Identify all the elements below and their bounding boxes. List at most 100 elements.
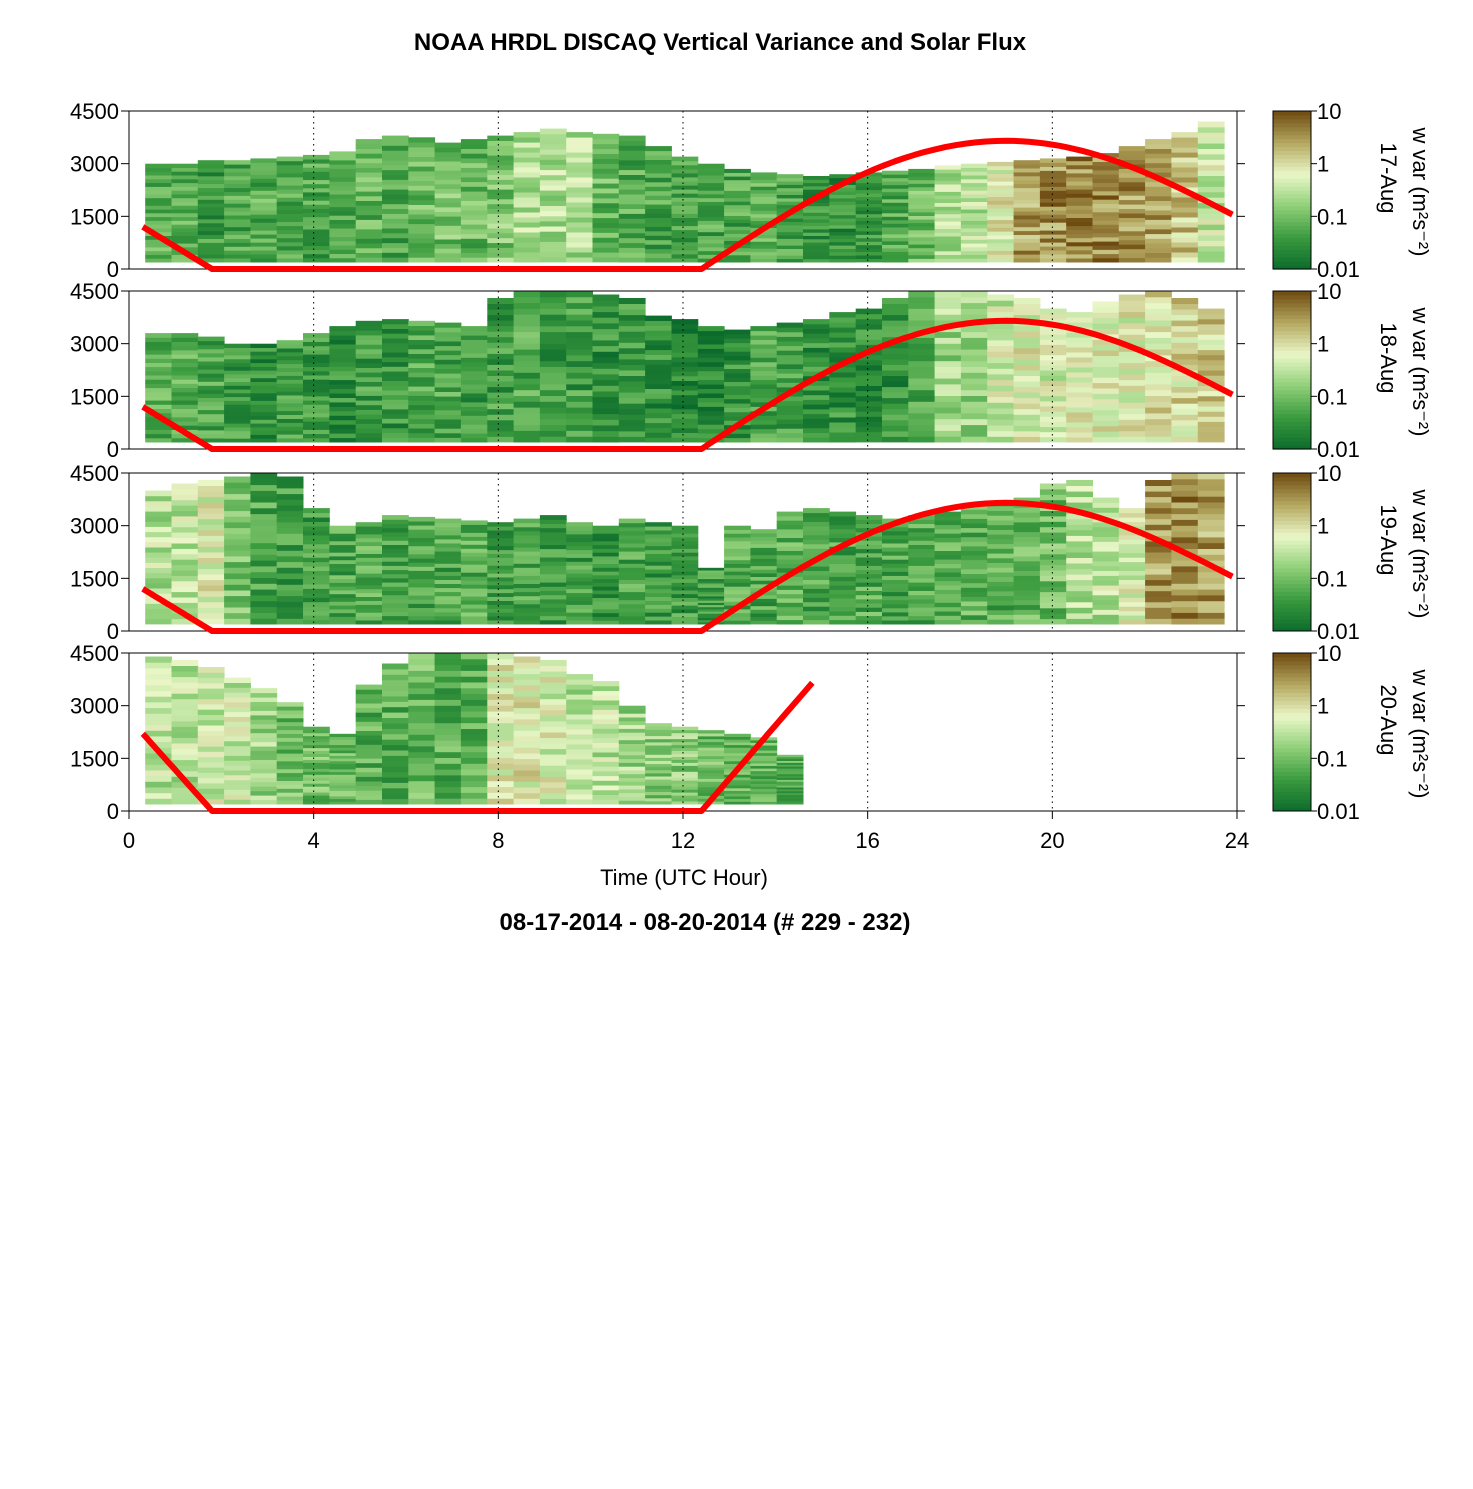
heatmap-cell [539,236,567,242]
heatmap-cell [408,386,436,392]
heatmap-cell [1092,339,1120,346]
heatmap-cell [303,220,330,226]
heatmap-cell [382,701,409,708]
colorbar-segment [1273,653,1311,658]
heatmap-cell [776,563,804,569]
heatmap-cell [882,534,909,540]
heatmap-cell [224,493,251,500]
heatmap-cell [250,202,278,207]
heatmap-cell [539,607,567,612]
heatmap-cell [197,618,225,625]
heatmap-cell [329,375,357,381]
heatmap-cell [513,696,541,703]
heatmap-cell [960,614,988,620]
heatmap-cell [803,583,830,589]
colorbar-segment [1273,548,1311,553]
heatmap-cell [1013,218,1041,224]
heatmap-cell [303,512,330,518]
heatmap-cell [960,587,988,593]
heatmap-cell [382,413,409,419]
heatmap-cell [487,588,515,594]
heatmap-cell [224,396,251,401]
heatmap-cell [303,245,330,251]
heatmap-cell [882,386,909,393]
heatmap-cell [592,605,620,610]
heatmap-cell [960,383,988,391]
heatmap-cell [855,359,883,366]
heatmap-cell [934,291,962,298]
heatmap-cell [382,690,409,697]
heatmap-cell [250,513,278,520]
heatmap-cell [408,418,436,424]
heatmap-cell [592,396,620,403]
heatmap-cell [934,314,962,321]
heatmap-cell [382,323,409,329]
heatmap-cell [829,245,857,249]
heatmap-cell [487,740,515,747]
heatmap-cell [776,528,804,534]
heatmap-cell [434,377,462,383]
heatmap-cell [250,358,278,364]
heatmap-cell [303,433,330,439]
heatmap-cell [513,603,541,609]
heatmap-cell [1197,349,1225,356]
heatmap-cell [1145,158,1172,164]
heatmap-cell [645,177,672,183]
heatmap-cell [382,140,409,146]
heatmap-cell [697,361,725,367]
heatmap-cell [303,425,330,430]
heatmap-cell [1145,424,1172,431]
heatmap-cell [750,231,778,235]
heatmap-cell [487,375,515,382]
heatmap-cell [1013,250,1041,255]
heatmap-cell [566,383,593,391]
heatmap-cell [1066,563,1093,570]
heatmap-cell [829,312,857,318]
heatmap-cell [197,164,225,169]
heatmap-cell [329,361,357,367]
heatmap-cell [382,573,409,579]
heatmap-cell [592,616,620,621]
heatmap-cell [382,404,409,410]
heatmap-cell [1145,366,1172,373]
heatmap-cell [1171,507,1199,515]
heatmap-cell [566,162,593,168]
heatmap-cell [987,548,1014,554]
heatmap-cell [539,424,567,431]
heatmap-cell [776,191,804,195]
heatmap-cell [566,565,593,570]
heatmap-cell [618,713,646,718]
heatmap-cell [724,544,751,549]
heatmap-cell [750,616,778,621]
heatmap-cell [671,582,699,587]
heatmap-cell [408,664,436,671]
heatmap-cell [145,201,172,206]
heatmap-cell [960,243,988,248]
heatmap-cell [303,753,330,757]
heatmap-cell [750,348,778,354]
heatmap-cell [1039,553,1067,560]
heatmap-cell [697,752,725,757]
heatmap-cell [1171,430,1199,437]
heatmap-cell [855,421,883,428]
heatmap-cell [750,352,778,358]
heatmap-cell [776,585,804,590]
heatmap-cell [382,198,409,205]
heatmap-cell [1171,132,1199,138]
heatmap-cell [1118,385,1146,392]
heatmap-cell [539,360,567,367]
heatmap-cell [171,515,199,522]
heatmap-cell [618,358,646,365]
heatmap-cell [513,571,541,576]
heatmap-cell [908,569,936,575]
heatmap-cell [1145,395,1172,402]
heatmap-cell [171,216,199,221]
heatmap-cell [197,183,225,189]
heatmap-cell [1197,385,1225,392]
heatmap-cell [487,257,515,263]
heatmap-cell [1013,560,1041,567]
heatmap-cell [697,608,725,612]
heatmap-cell [750,175,778,180]
heatmap-cell [1197,426,1225,433]
heatmap-cell [487,757,515,764]
